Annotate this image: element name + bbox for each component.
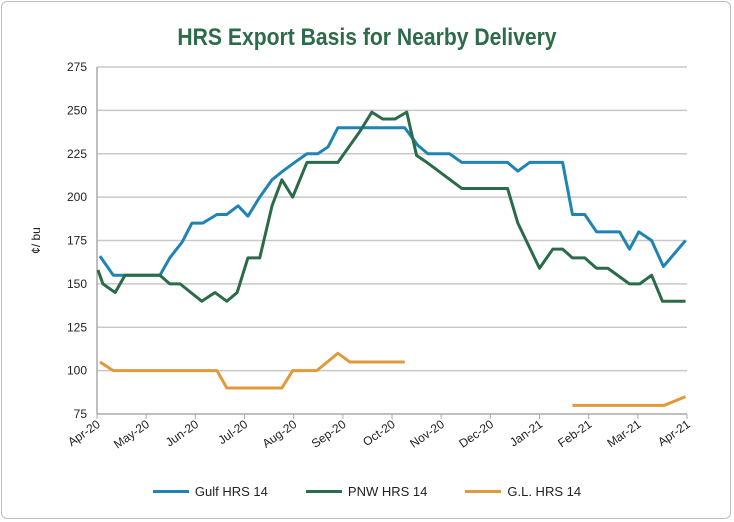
x-tick-label: Sep-20 (309, 417, 349, 451)
legend-item: G.L. HRS 14 (465, 484, 581, 499)
chart-title: HRS Export Basis for Nearby Delivery (177, 24, 557, 51)
x-tick-label: Nov-20 (407, 417, 447, 451)
x-tick-label: May-20 (111, 417, 152, 452)
series-line-g-l-hrs-14 (99, 351, 405, 390)
y-tick-label: 100 (67, 364, 87, 378)
series-line-pnw-hrs-14 (96, 110, 686, 303)
legend-label: Gulf HRS 14 (194, 484, 268, 499)
y-tick-label: 175 (67, 234, 87, 248)
legend-swatch (305, 490, 342, 493)
legend: Gulf HRS 14 PNW HRS 14 G.L. HRS 14 (0, 484, 734, 499)
x-tick-label: Mar-21 (604, 417, 643, 450)
x-tick-label: Jul-20 (215, 417, 250, 447)
x-tick-label: Apr-20 (65, 417, 103, 449)
legend-label: G.L. HRS 14 (507, 484, 582, 499)
x-tick-label: Jun-20 (163, 417, 201, 450)
legend-swatch (465, 490, 502, 493)
legend-label: PNW HRS 14 (347, 484, 428, 499)
x-tick-label: Oct-20 (360, 417, 398, 449)
x-tick-label: Aug-20 (260, 417, 300, 451)
y-tick-label: 125 (67, 320, 87, 334)
x-tick-label: Feb-21 (555, 417, 594, 450)
y-tick-label: 200 (67, 190, 87, 204)
y-tick-label: 225 (67, 147, 87, 161)
x-tick-label: Jan-21 (507, 417, 545, 450)
x-tick-label: Dec-20 (456, 417, 496, 451)
y-tick-label: 150 (67, 277, 87, 291)
legend-item: Gulf HRS 14 (152, 484, 268, 499)
y-tick-label: 75 (74, 407, 88, 421)
y-tick-label: 275 (67, 60, 87, 74)
legend-item: PNW HRS 14 (305, 484, 428, 499)
y-tick-label: 250 (67, 103, 87, 117)
series-line-g-l-hrs-14 (572, 395, 687, 407)
series-line-gulf-hrs-14 (98, 126, 687, 277)
y-axis-label: ¢/ bu (29, 227, 43, 254)
legend-swatch (152, 490, 189, 493)
x-tick-label: Apr-21 (655, 417, 693, 449)
